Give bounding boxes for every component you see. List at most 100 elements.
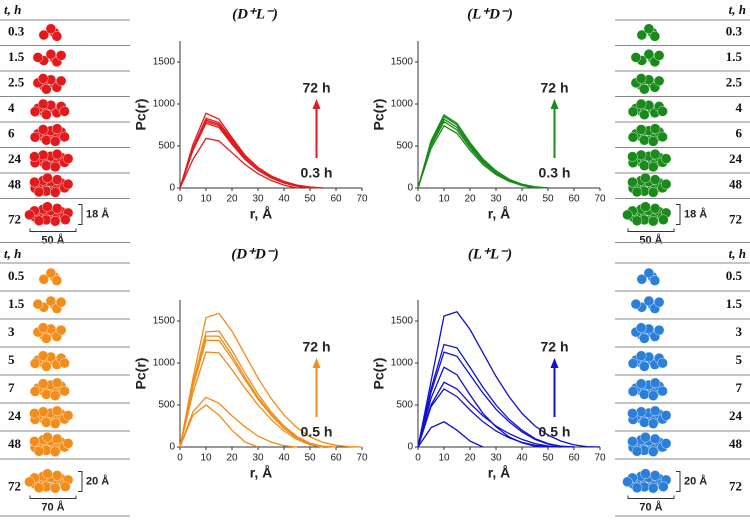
blob-bead: [24, 209, 35, 221]
blob-bead: [639, 361, 650, 372]
blob-bead: [62, 178, 74, 190]
y-axis-label: Pc(r): [133, 358, 149, 390]
x-tick-label: 30: [490, 453, 502, 464]
y-tick-label: 0: [407, 442, 413, 453]
blob-bead: [639, 160, 650, 171]
blob-bead: [50, 482, 61, 494]
x-tick-label: 40: [516, 194, 528, 205]
blob-bead: [627, 386, 639, 397]
annotation: 0.3 h: [539, 165, 571, 181]
scale-bracket: [29, 495, 77, 499]
scale-bracket: [676, 471, 681, 492]
blob-bead: [59, 385, 70, 397]
blob-bead: [50, 136, 61, 147]
blob-bead: [635, 406, 647, 417]
blob-bead: [639, 417, 650, 428]
blob-bead: [62, 410, 74, 421]
x-tick-label: 20: [226, 194, 238, 205]
blob-bead: [37, 378, 49, 389]
y-tick-label: 1000: [153, 358, 176, 369]
y-tick-label: 1500: [153, 316, 176, 327]
blob-bead: [51, 203, 63, 214]
y-axis-label: Pc(r): [133, 99, 149, 131]
axis-frame: [417, 41, 600, 189]
curve: [179, 330, 337, 448]
time-label: 5: [8, 352, 15, 367]
time-label: 72: [8, 211, 21, 226]
annotation: 72 h: [540, 339, 568, 355]
time-label: 24: [729, 408, 743, 423]
blob-bead: [660, 153, 672, 164]
x-tick-label: 50: [542, 194, 554, 205]
scale-height: 18 Å: [86, 207, 109, 220]
blob-bead: [45, 295, 57, 307]
chart-title: (L⁺L⁻): [468, 246, 512, 262]
blob-bead: [660, 178, 672, 190]
annotation: 0.5 h: [539, 424, 571, 440]
x-tick-label: 60: [330, 194, 342, 205]
blob-bead: [41, 389, 52, 400]
blob-bead: [51, 31, 63, 42]
y-tick-label: 1000: [153, 99, 176, 110]
curve: [179, 396, 298, 448]
blob-bead: [653, 75, 665, 87]
time-label: 1.5: [8, 49, 25, 64]
scale-bracket: [78, 471, 83, 492]
time-label: 6: [736, 126, 743, 141]
blob-bead: [41, 109, 52, 120]
time-label: 0.5: [8, 268, 25, 283]
x-tick-label: 70: [594, 453, 606, 464]
scale-bracket: [627, 495, 675, 499]
y-tick-label: 0: [169, 442, 175, 453]
y-tick-label: 1000: [391, 358, 414, 369]
blob-bead: [643, 23, 655, 34]
blob-bead: [640, 172, 651, 184]
time-label: 24: [8, 408, 22, 423]
y-tick-label: 500: [158, 141, 175, 152]
blob-bead: [50, 161, 61, 173]
blob-bead: [41, 160, 52, 171]
annotation: 72 h: [302, 80, 330, 96]
y-tick-label: 0: [407, 183, 413, 194]
blob-bead: [643, 295, 655, 307]
blob-bead: [51, 470, 63, 481]
blob-bead: [45, 49, 57, 60]
blob-bead: [640, 468, 651, 479]
annotation: 72 h: [302, 339, 330, 355]
arrow-head: [550, 358, 559, 368]
blob-bead: [631, 215, 643, 226]
blob-bead: [657, 106, 668, 117]
blob-bead: [635, 378, 647, 389]
blob-bead: [37, 350, 49, 361]
y-tick-label: 1500: [391, 316, 414, 327]
blob-bead: [41, 333, 52, 344]
arrow-head: [312, 99, 321, 109]
y-tick-label: 1000: [391, 99, 414, 110]
time-label: 7: [8, 380, 15, 395]
annotation: 72 h: [540, 80, 568, 96]
blob-bead: [55, 296, 67, 308]
blob-bead: [38, 29, 50, 41]
time-label: 72: [8, 478, 21, 493]
x-tick-label: 10: [200, 453, 212, 464]
blob-bead: [653, 324, 665, 336]
curve: [417, 343, 575, 448]
y-axis-label: Pc(r): [371, 358, 387, 390]
blob-bead: [51, 174, 63, 185]
time-label: 6: [8, 126, 15, 141]
blob-bead: [640, 201, 651, 212]
time-label: 5: [736, 352, 743, 367]
time-label: 0.3: [726, 24, 743, 39]
blob-bead: [630, 298, 642, 310]
x-tick-label: 40: [278, 453, 290, 464]
blob-bead: [32, 52, 44, 63]
curve: [417, 421, 484, 448]
time-label: 2.5: [726, 75, 743, 90]
time-label: 4: [736, 100, 743, 115]
blob-bead: [649, 433, 661, 445]
blob-bead: [41, 134, 52, 146]
curve: [179, 351, 324, 448]
blob-bead: [631, 446, 643, 457]
blob-bead: [636, 274, 648, 285]
curve: [417, 366, 549, 448]
